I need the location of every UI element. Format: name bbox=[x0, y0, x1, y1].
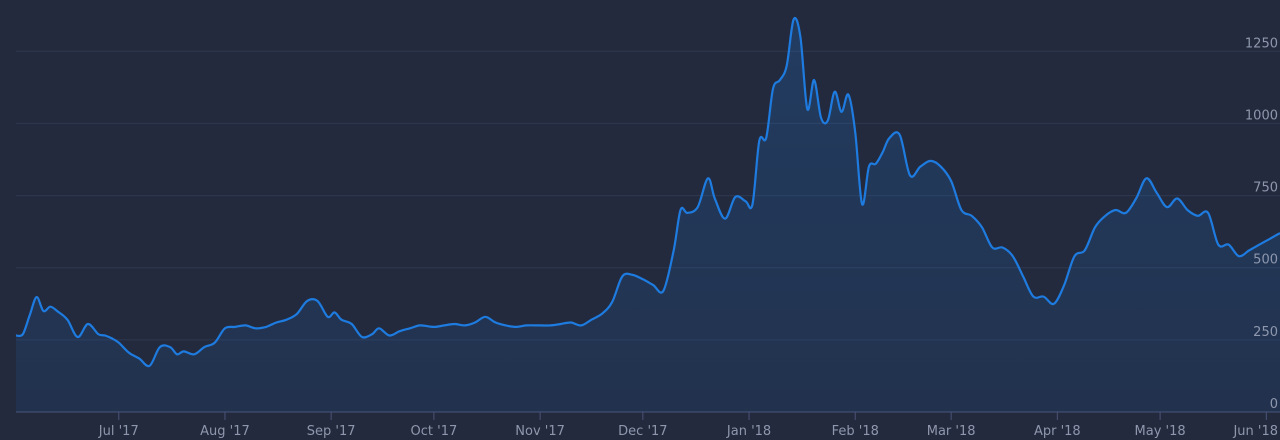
x-tick-label: Dec '17 bbox=[618, 424, 667, 439]
x-tick-label: Jan '18 bbox=[726, 424, 771, 439]
area-layer bbox=[15, 16, 1280, 412]
price-line bbox=[15, 16, 1280, 368]
x-axis-ticks: Jul '17 Aug '17 Sep '17 Oct '17 Nov '17 Dec '… bbox=[98, 412, 1278, 439]
x-tick-label: Jul '17 bbox=[98, 424, 139, 439]
x-tick-label: Mar '18 bbox=[927, 424, 976, 439]
y-tick-label: 250 bbox=[1253, 325, 1278, 340]
y-tick-label: 1000 bbox=[1245, 108, 1278, 123]
x-tick-label: Apr '18 bbox=[1034, 424, 1081, 439]
x-tick-label: Oct '17 bbox=[411, 424, 458, 439]
x-tick-label: Aug '17 bbox=[200, 424, 250, 439]
y-tick-label: 750 bbox=[1253, 181, 1278, 196]
y-tick-label: 0 bbox=[1270, 397, 1278, 412]
y-tick-label: 500 bbox=[1253, 253, 1278, 268]
x-tick-label: Sep '17 bbox=[307, 424, 356, 439]
x-tick-label: Jun '18 bbox=[1232, 424, 1278, 439]
x-tick-label: Feb '18 bbox=[832, 424, 879, 439]
area-fill bbox=[16, 18, 1280, 412]
y-axis-ticks: 0 250 500 750 1000 1250 bbox=[1245, 36, 1278, 412]
x-tick-label: Nov '17 bbox=[515, 424, 565, 439]
y-tick-label: 1250 bbox=[1245, 36, 1278, 51]
x-tick-label: May '18 bbox=[1135, 424, 1186, 439]
